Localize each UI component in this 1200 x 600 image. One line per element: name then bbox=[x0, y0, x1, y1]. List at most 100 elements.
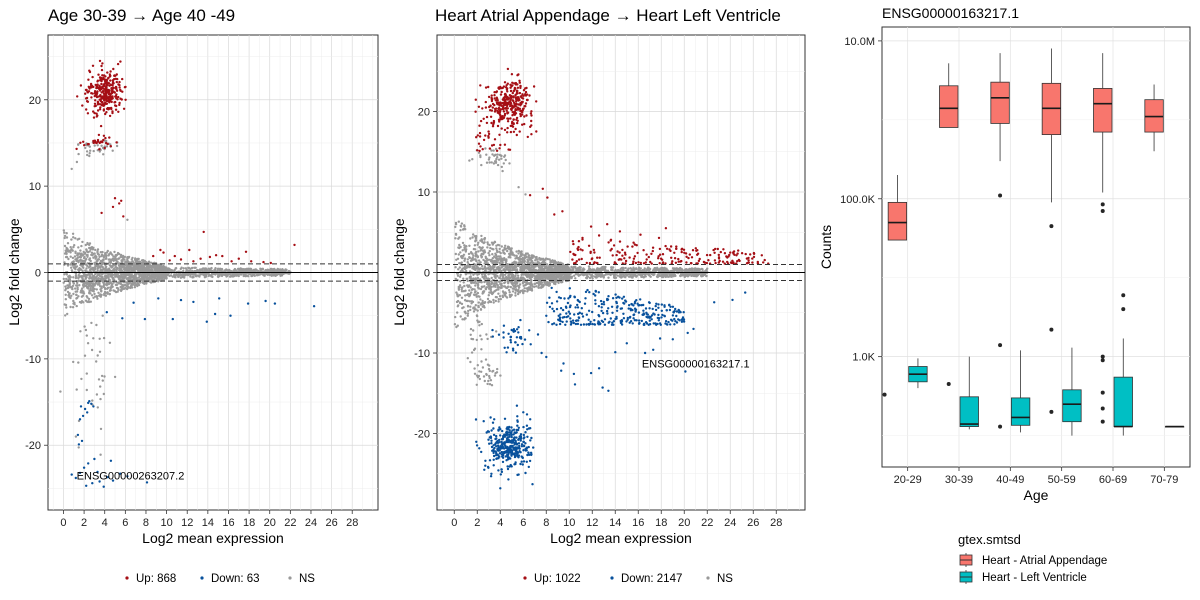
data-point bbox=[168, 259, 171, 262]
data-point bbox=[118, 80, 121, 84]
data-point bbox=[472, 254, 475, 257]
data-point bbox=[157, 276, 160, 280]
data-point bbox=[487, 294, 490, 297]
data-point bbox=[494, 284, 497, 288]
data-point bbox=[117, 110, 120, 114]
data-point bbox=[542, 258, 546, 261]
data-point bbox=[503, 293, 506, 296]
data-point bbox=[96, 406, 100, 409]
data-point bbox=[463, 318, 466, 321]
data-point bbox=[87, 78, 90, 81]
data-point bbox=[88, 274, 92, 278]
data-point bbox=[96, 354, 99, 357]
data-point bbox=[78, 284, 81, 287]
data-point bbox=[75, 259, 78, 263]
data-point bbox=[109, 261, 112, 265]
data-point bbox=[535, 277, 538, 281]
data-point bbox=[494, 295, 498, 299]
data-point bbox=[466, 299, 469, 303]
data-point bbox=[109, 99, 112, 103]
data-point bbox=[102, 485, 105, 488]
data-point bbox=[167, 267, 170, 270]
data-point bbox=[100, 144, 103, 147]
data-point bbox=[87, 284, 91, 287]
data-point bbox=[477, 250, 480, 253]
data-point bbox=[104, 97, 107, 101]
data-point bbox=[96, 283, 100, 286]
data-point bbox=[70, 248, 73, 251]
data-point bbox=[97, 291, 100, 294]
data-point bbox=[101, 314, 104, 317]
data-point bbox=[242, 274, 245, 278]
data-point bbox=[120, 199, 123, 202]
data-point bbox=[105, 107, 109, 111]
data-point bbox=[454, 315, 457, 319]
data-point bbox=[102, 134, 106, 137]
data-point bbox=[99, 427, 103, 431]
data-point bbox=[278, 270, 281, 273]
x-tick-label: 2 bbox=[81, 517, 87, 529]
data-point bbox=[95, 288, 99, 291]
data-point bbox=[91, 288, 94, 291]
data-point bbox=[85, 334, 89, 337]
data-point bbox=[104, 92, 108, 95]
data-point bbox=[91, 399, 94, 402]
data-point bbox=[100, 64, 103, 68]
data-point bbox=[105, 268, 109, 271]
data-point bbox=[129, 267, 132, 271]
data-point bbox=[192, 300, 195, 304]
data-point bbox=[525, 287, 528, 290]
data-point bbox=[233, 267, 237, 271]
data-point bbox=[106, 476, 110, 479]
data-point bbox=[119, 278, 122, 281]
data-point bbox=[101, 62, 104, 65]
data-point bbox=[107, 82, 111, 85]
data-point bbox=[463, 299, 467, 302]
annotations: ENSG00000263207.2 bbox=[77, 470, 185, 482]
data-point bbox=[467, 292, 470, 296]
data-point bbox=[520, 276, 523, 279]
data-point bbox=[86, 112, 90, 115]
data-point bbox=[538, 266, 542, 269]
data-point bbox=[76, 238, 79, 241]
data-point bbox=[466, 258, 469, 261]
data-point bbox=[100, 290, 103, 293]
data-point bbox=[112, 67, 115, 71]
data-point bbox=[463, 244, 466, 247]
data-point bbox=[117, 95, 120, 99]
data-point bbox=[67, 284, 70, 287]
y-tick-label: 20 bbox=[29, 95, 41, 107]
data-point bbox=[454, 233, 458, 236]
ma-plot-tissue: Heart Atrial Appendage → Heart Left Vent… bbox=[391, 6, 806, 585]
data-point bbox=[115, 80, 119, 84]
data-point bbox=[192, 260, 195, 263]
data-point bbox=[69, 263, 72, 266]
data-point bbox=[128, 265, 131, 268]
data-point bbox=[107, 254, 110, 257]
x-tick-label: 20 bbox=[264, 517, 276, 529]
data-point bbox=[486, 241, 489, 244]
data-point bbox=[504, 281, 507, 284]
data-point bbox=[89, 82, 93, 86]
data-point bbox=[132, 261, 135, 265]
data-point bbox=[93, 457, 96, 461]
data-point bbox=[221, 254, 224, 258]
data-point bbox=[529, 284, 532, 287]
data-point bbox=[525, 282, 528, 285]
data-point bbox=[118, 266, 121, 270]
data-point bbox=[70, 269, 74, 272]
data-point bbox=[235, 274, 238, 277]
data-point bbox=[101, 90, 105, 93]
data-point bbox=[77, 152, 80, 156]
data-point bbox=[80, 259, 83, 262]
data-point bbox=[189, 267, 192, 270]
data-point bbox=[254, 268, 257, 271]
data-point bbox=[272, 268, 275, 271]
data-point bbox=[123, 255, 127, 259]
data-point bbox=[484, 257, 488, 260]
data-point bbox=[501, 295, 505, 299]
data-point bbox=[522, 291, 525, 295]
data-point bbox=[540, 257, 543, 260]
data-point bbox=[237, 267, 240, 271]
data-point bbox=[455, 291, 458, 294]
